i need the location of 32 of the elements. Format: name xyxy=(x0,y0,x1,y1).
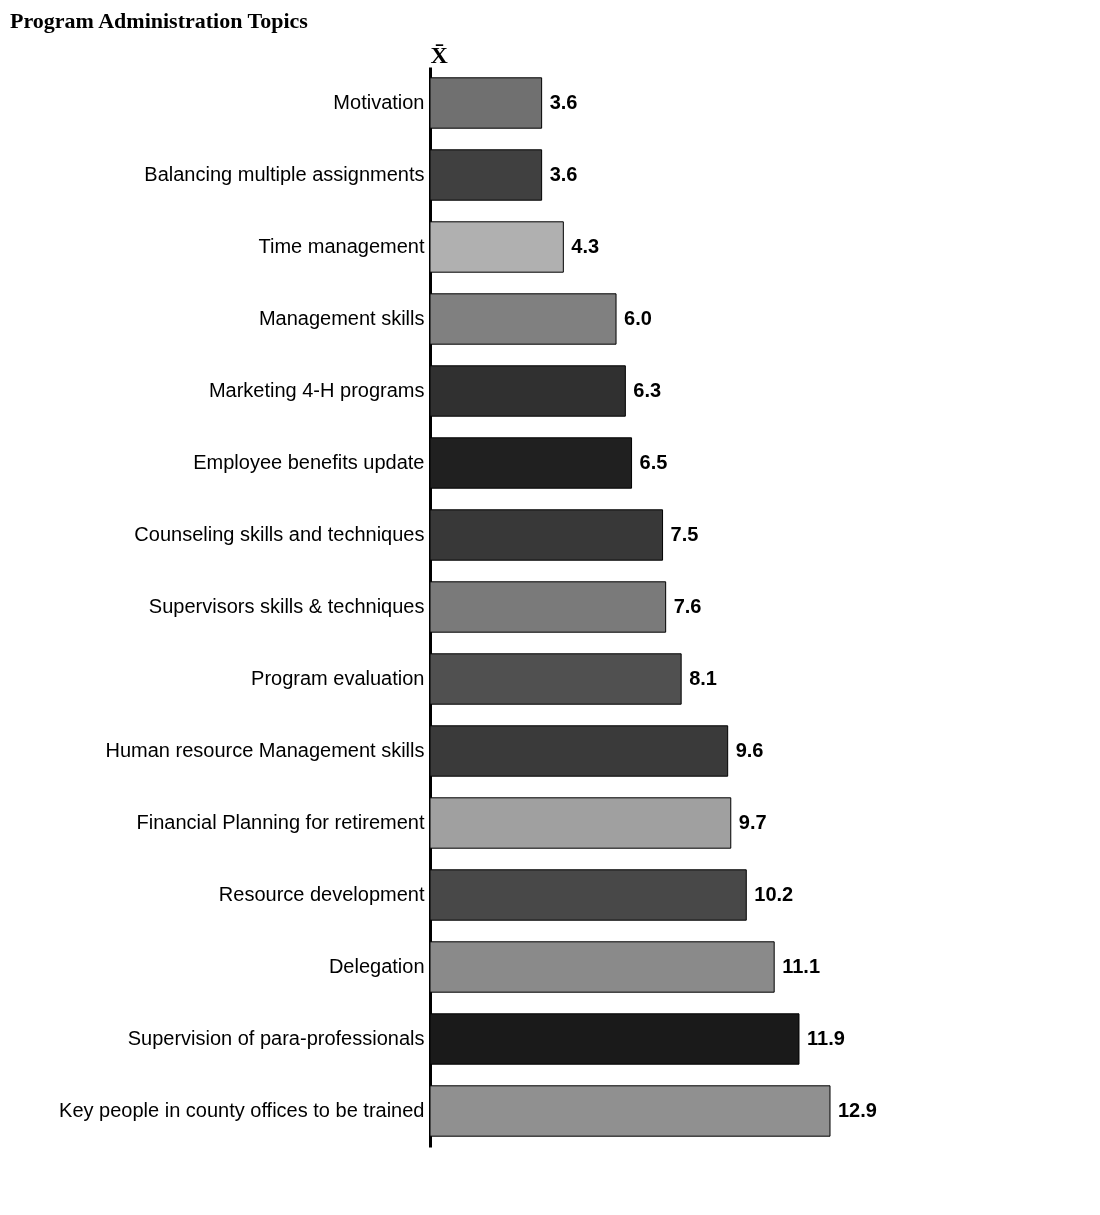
x-axis-title: X̄ xyxy=(430,41,449,68)
data-label: 8.1 xyxy=(689,667,717,689)
data-label: 3.6 xyxy=(549,163,578,185)
data-label: 9.7 xyxy=(738,811,767,833)
y-tick-label: Human resource Management skills xyxy=(105,739,425,761)
y-tick-label: Supervisors skills & techniques xyxy=(148,595,425,617)
y-tick-label: Resource development xyxy=(218,883,425,905)
y-tick-label: Marketing 4-H programs xyxy=(208,379,425,401)
y-tick-label: Delegation xyxy=(328,955,425,977)
y-tick-label: Program evaluation xyxy=(251,667,425,689)
data-label: 11.9 xyxy=(806,1027,845,1049)
data-label: 11.1 xyxy=(782,955,821,977)
data-label: 6.3 xyxy=(633,379,662,401)
data-label: 6.5 xyxy=(639,451,668,473)
data-label: 4.3 xyxy=(571,235,600,257)
y-tick-label: Supervision of para-professionals xyxy=(127,1027,425,1049)
data-label: 9.6 xyxy=(735,739,764,761)
data-label: 6.0 xyxy=(624,307,652,329)
data-label: 7.5 xyxy=(670,523,699,545)
data-label: 12.9 xyxy=(838,1099,877,1121)
y-tick-label: Time management xyxy=(258,235,425,257)
y-tick-label: Motivation xyxy=(333,91,425,113)
data-label: 10.2 xyxy=(754,883,794,905)
y-tick-label: Key people in county offices to be trained xyxy=(59,1099,425,1121)
text: Program Administration Topics xyxy=(10,8,309,33)
data-label: 7.6 xyxy=(673,595,702,617)
data-label: 3.6 xyxy=(549,91,578,113)
y-tick-label: Employee benefits update xyxy=(193,451,425,473)
y-tick-label: Balancing multiple assignments xyxy=(144,163,425,185)
y-tick-label: Counseling skills and techniques xyxy=(134,523,425,545)
y-tick-label: Management skills xyxy=(258,307,425,329)
y-tick-label: Financial Planning for retirement xyxy=(136,811,425,833)
